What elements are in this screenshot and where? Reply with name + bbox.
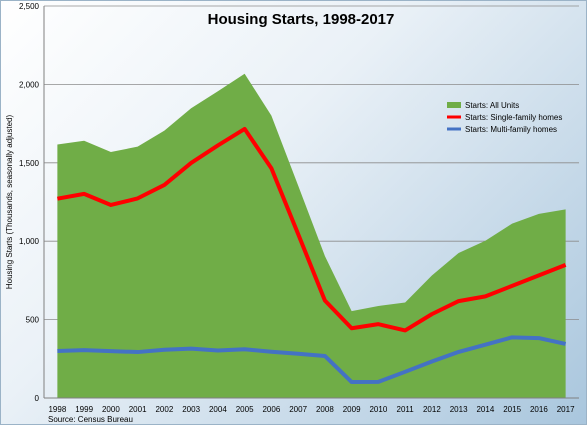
- x-tick-label: 2013: [450, 405, 468, 414]
- x-tick-label: 2009: [343, 405, 361, 414]
- y-tick-label: 0: [35, 394, 40, 403]
- line-series-single-family: [57, 126, 567, 333]
- legend-swatch-all-units: [447, 102, 461, 108]
- x-tick-label: 1999: [75, 405, 93, 414]
- area-series-all-units: [57, 73, 566, 398]
- x-tick-label: 2010: [369, 405, 387, 414]
- x-tick-label: 2011: [397, 405, 415, 414]
- x-tick-label: 2006: [262, 405, 280, 414]
- x-tick-label: 2001: [129, 405, 147, 414]
- legend-entry: Starts: All Units: [465, 101, 519, 110]
- x-tick-label: 2003: [182, 405, 200, 414]
- chart-title: Housing Starts, 1998-2017: [208, 11, 395, 28]
- legend-entry: Starts: Single-family homes: [465, 113, 562, 122]
- x-tick-label: 2000: [102, 405, 120, 414]
- x-tick-label: 2008: [316, 405, 334, 414]
- y-tick-label: 1,500: [19, 159, 40, 168]
- line-series-multi-family: [57, 335, 567, 385]
- x-tick-label: 2004: [209, 405, 227, 414]
- y-tick-label: 500: [26, 316, 40, 325]
- x-tick-label: 2012: [423, 405, 441, 414]
- x-tick-label: 2002: [155, 405, 173, 414]
- legend-entry: Starts: Multi-family homes: [465, 125, 557, 134]
- y-tick-label: 2,500: [19, 2, 40, 11]
- x-tick-label: 2005: [236, 405, 254, 414]
- x-tick-label: 2014: [476, 405, 494, 414]
- x-tick-label: 2015: [503, 405, 521, 414]
- x-tick-label: 2007: [289, 405, 307, 414]
- y-axis-label: Housing Starts (Thousands, seasonally ad…: [5, 115, 14, 290]
- x-tick-label: 2016: [530, 405, 548, 414]
- x-tick-label: 2017: [557, 405, 575, 414]
- y-tick-label: 1,000: [19, 237, 40, 246]
- y-tick-label: 2,000: [19, 80, 40, 89]
- source-note: Source: Census Bureau: [48, 415, 133, 424]
- x-tick-label: 1998: [48, 405, 66, 414]
